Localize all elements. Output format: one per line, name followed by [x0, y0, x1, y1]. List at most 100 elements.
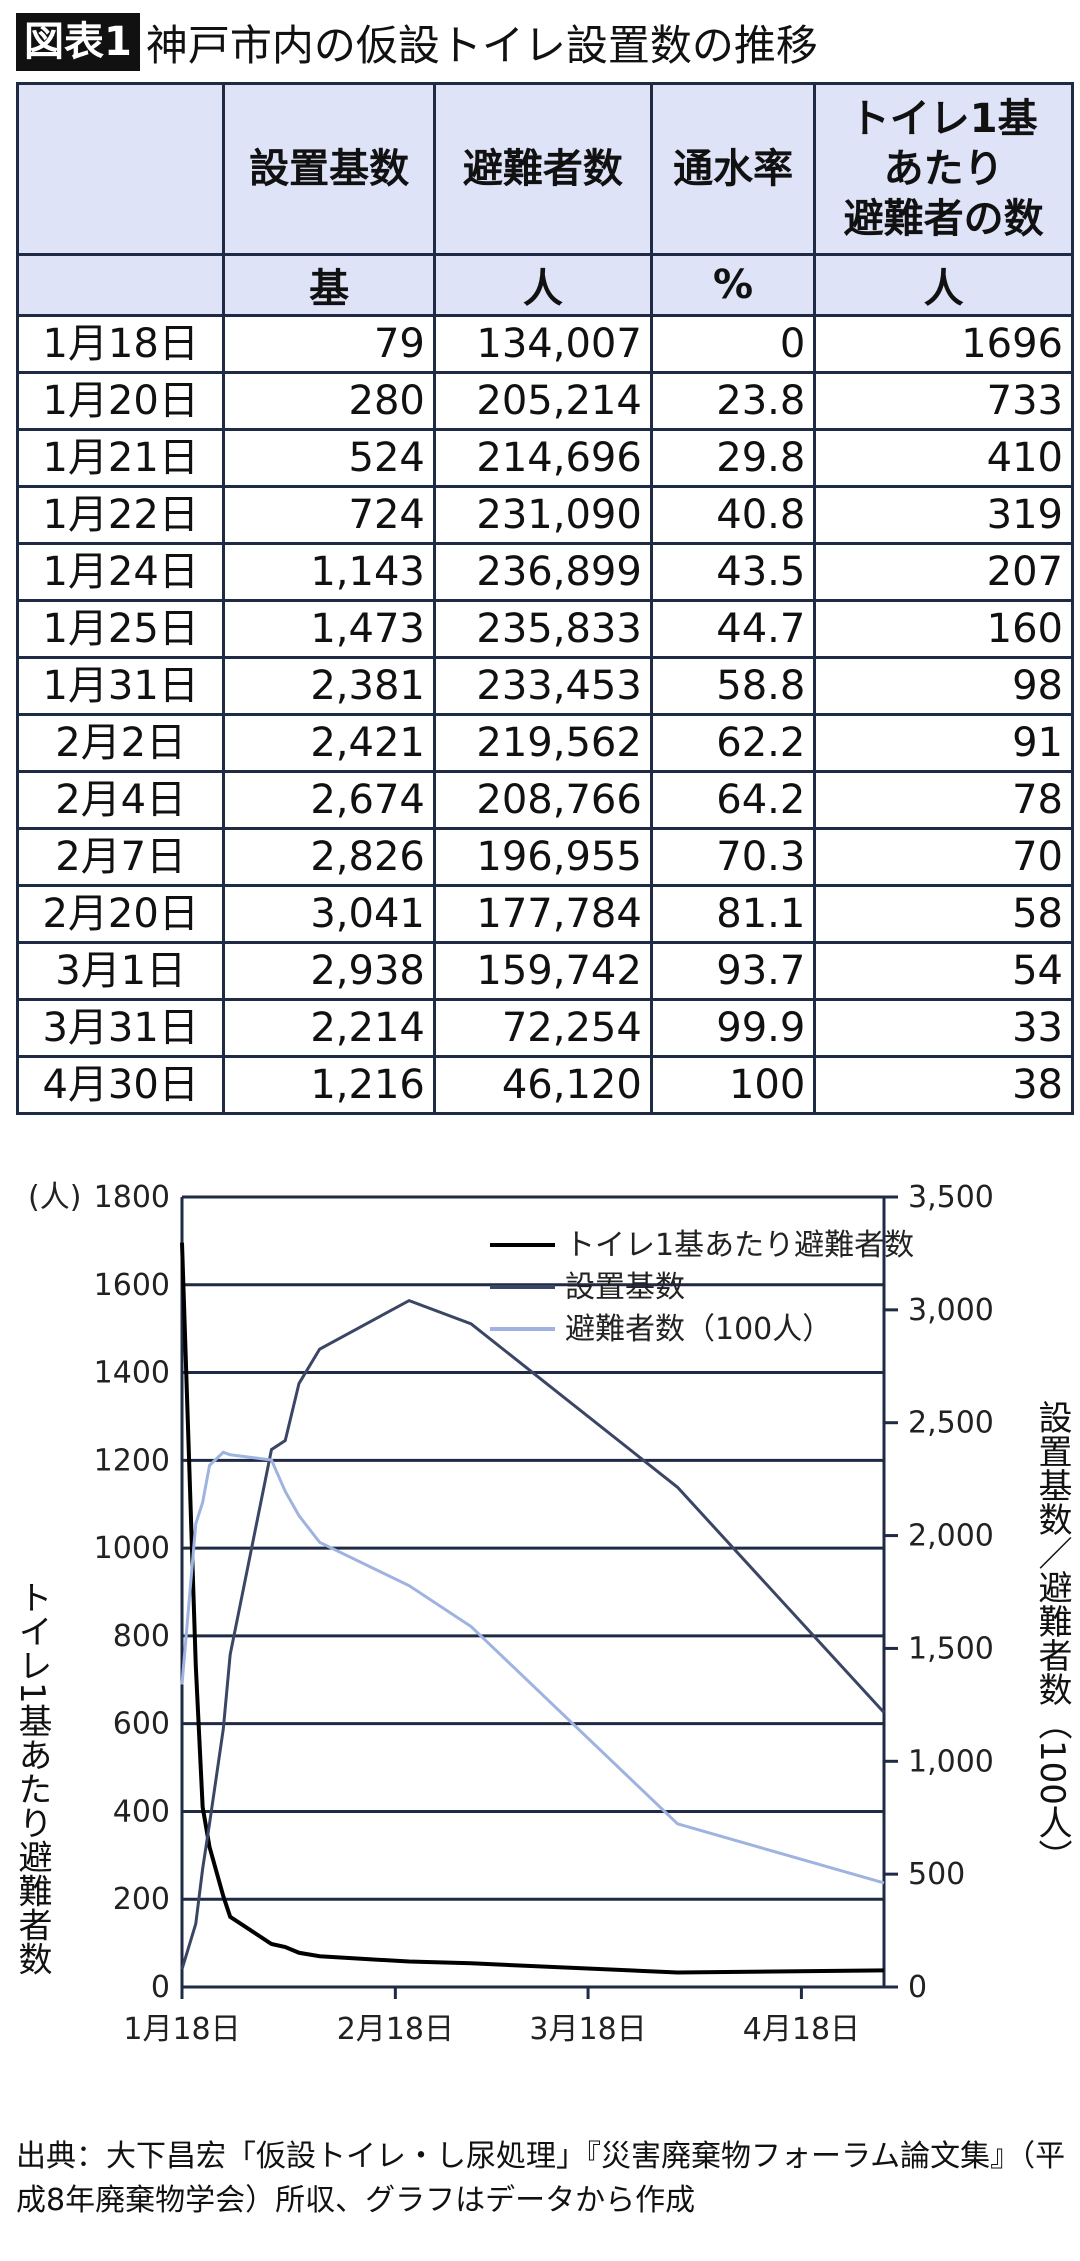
value-cell: 319: [813, 485, 1074, 545]
date-cell: 1月22日: [15, 485, 226, 545]
value-cell: 1696: [813, 314, 1074, 374]
header-line: トイレ1基: [849, 96, 1038, 142]
left-tick-label: 1800: [94, 1180, 170, 1215]
value-cell: 410: [813, 428, 1074, 488]
right-axis-label: 設置基数／避難者数（100人）: [1032, 1400, 1072, 1873]
date-cell: 1月24日: [15, 542, 226, 602]
date-cell: 2月7日: [15, 827, 226, 887]
value-cell: 524: [222, 428, 436, 488]
value-cell: 98: [813, 656, 1074, 716]
value-cell: 233,453: [432, 656, 653, 716]
line-chart: 0 200 400 600 800 1000 1200 1400 1600 1800 (人) 0 500…: [28, 1180, 994, 2047]
header-line: あたり: [883, 146, 1004, 192]
left-tick-label: 600: [113, 1707, 170, 1742]
value-cell: 81.1: [649, 884, 817, 944]
value-cell: 38: [813, 1055, 1074, 1115]
value-cell: 2,421: [222, 713, 436, 773]
table-header-row: 設置基数 避難者数 通水率 トイレ1基 あたり 避難者の数: [15, 82, 1074, 256]
value-cell: 70.3: [649, 827, 817, 887]
legend-label: トイレ1基あたり避難者数: [565, 1228, 914, 1263]
date-cell: 1月25日: [15, 599, 226, 659]
left-tick-label: 800: [113, 1619, 170, 1654]
table-units-row: 基 人 % 人: [15, 253, 1074, 317]
value-cell: 134,007: [432, 314, 653, 374]
value-cell: 1,143: [222, 542, 436, 602]
date-cell: 3月1日: [15, 941, 226, 1001]
unit-cell: 基: [222, 253, 436, 317]
unit-cell: [15, 253, 226, 317]
table-row: 1月24日 1,143 236,899 43.5 207: [15, 542, 1074, 602]
date-cell: 2月4日: [15, 770, 226, 830]
date-cell: 1月20日: [15, 371, 226, 431]
table-row: 3月31日 2,214 72,254 99.9 33: [15, 998, 1074, 1058]
data-table: 設置基数 避難者数 通水率 トイレ1基 あたり 避難者の数 基 人 % 人 1月…: [15, 82, 1074, 1115]
x-tick-label: 3月18日: [529, 2012, 646, 2047]
left-tick-label: 1000: [94, 1531, 170, 1566]
value-cell: 64.2: [649, 770, 817, 830]
value-cell: 0: [649, 314, 817, 374]
right-tick-label: 2,500: [908, 1406, 994, 1441]
left-tick-label: 400: [113, 1794, 170, 1829]
left-tick-label: 1400: [94, 1356, 170, 1391]
table-row: 1月20日 280 205,214 23.8 733: [15, 371, 1074, 431]
unit-cell: %: [649, 253, 817, 317]
table-row: 2月20日 3,041 177,784 81.1 58: [15, 884, 1074, 944]
right-tick-label: 0: [908, 1970, 927, 2005]
value-cell: 160: [813, 599, 1074, 659]
header-evacuees: 避難者数: [432, 82, 653, 256]
x-tick-label: 2月18日: [337, 2012, 454, 2047]
value-cell: 2,826: [222, 827, 436, 887]
value-cell: 1,473: [222, 599, 436, 659]
right-tick-label: 1,500: [908, 1631, 994, 1666]
date-cell: 2月2日: [15, 713, 226, 773]
value-cell: 733: [813, 371, 1074, 431]
x-tick-label: 4月18日: [743, 2012, 860, 2047]
table-row: 1月21日 524 214,696 29.8 410: [15, 428, 1074, 488]
value-cell: 207: [813, 542, 1074, 602]
value-cell: 58: [813, 884, 1074, 944]
header-line: 避難者の数: [843, 196, 1044, 242]
left-tick-label: 1600: [94, 1268, 170, 1303]
value-cell: 29.8: [649, 428, 817, 488]
table-row: 2月7日 2,826 196,955 70.3 70: [15, 827, 1074, 887]
value-cell: 205,214: [432, 371, 653, 431]
x-tick-label: 1月18日: [123, 2012, 240, 2047]
value-cell: 2,674: [222, 770, 436, 830]
header-units-installed: 設置基数: [222, 82, 436, 256]
value-cell: 196,955: [432, 827, 653, 887]
series-line-1: [180, 1298, 886, 1970]
right-tick-label: 500: [908, 1857, 965, 1892]
value-cell: 3,041: [222, 884, 436, 944]
date-cell: 3月31日: [15, 998, 226, 1058]
value-cell: 99.9: [649, 998, 817, 1058]
left-axis-unit: (人): [28, 1180, 81, 1215]
value-cell: 91: [813, 713, 1074, 773]
table-row: 1月18日 79 134,007 0 1696: [15, 314, 1074, 374]
value-cell: 72,254: [432, 998, 653, 1058]
left-axis-label: トイレ1基あたり避難者数: [12, 1580, 52, 1976]
value-cell: 93.7: [649, 941, 817, 1001]
date-cell: 1月31日: [15, 656, 226, 716]
value-cell: 235,833: [432, 599, 653, 659]
value-cell: 58.8: [649, 656, 817, 716]
right-tick-label: 1,000: [908, 1744, 994, 1779]
value-cell: 219,562: [432, 713, 653, 773]
table-row: 3月1日 2,938 159,742 93.7 54: [15, 941, 1074, 1001]
value-cell: 100: [649, 1055, 817, 1115]
series-line-0: [180, 1242, 885, 1975]
header-water-rate: 通水率: [649, 82, 817, 256]
left-tick-label: 0: [151, 1970, 170, 2005]
table-row: 2月2日 2,421 219,562 62.2 91: [15, 713, 1074, 773]
figure-badge: 図表1: [16, 13, 140, 71]
value-cell: 23.8: [649, 371, 817, 431]
unit-cell: 人: [813, 253, 1074, 317]
value-cell: 1,216: [222, 1055, 436, 1115]
value-cell: 44.7: [649, 599, 817, 659]
value-cell: 231,090: [432, 485, 653, 545]
right-tick-label: 2,000: [908, 1519, 994, 1554]
left-tick-label: 200: [113, 1882, 170, 1917]
value-cell: 208,766: [432, 770, 653, 830]
value-cell: 214,696: [432, 428, 653, 488]
value-cell: 2,381: [222, 656, 436, 716]
table-row: 2月4日 2,674 208,766 64.2 78: [15, 770, 1074, 830]
